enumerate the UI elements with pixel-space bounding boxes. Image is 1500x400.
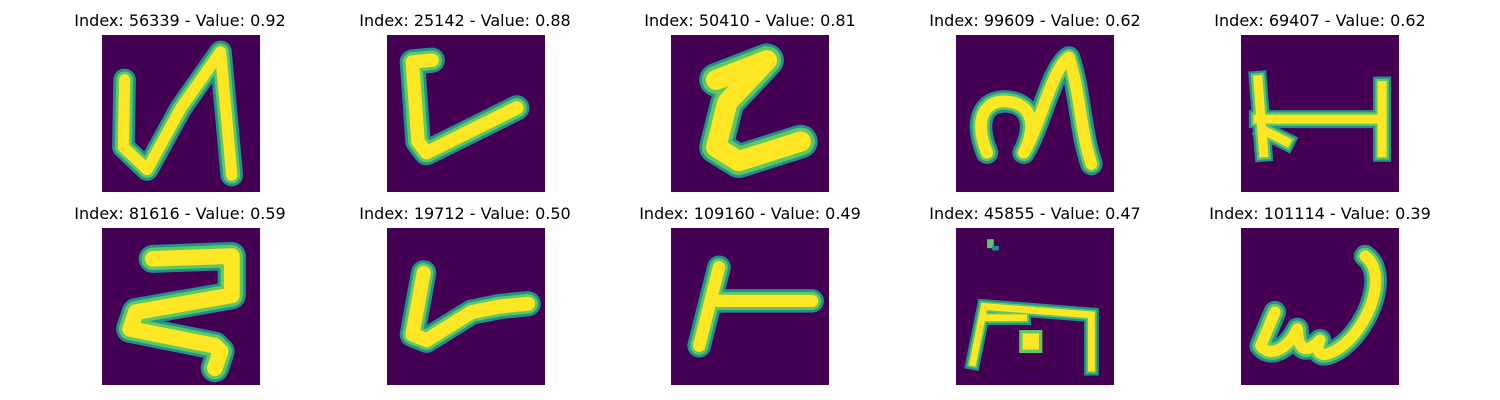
panel-title: Index: 25142 - Value: 0.88	[359, 11, 571, 30]
panel-image-l-shape	[387, 35, 545, 192]
panel-title: Index: 109160 - Value: 0.49	[639, 204, 861, 223]
panel-title: Index: 19712 - Value: 0.50	[359, 204, 571, 223]
panel-image-t-like-shape	[671, 228, 829, 385]
panel-image-h-bar-shape	[1241, 35, 1399, 192]
panel-title: Index: 99609 - Value: 0.62	[929, 11, 1141, 30]
panel-image-omega-shape	[1241, 228, 1399, 385]
panel-image-box-with-dot-shape	[956, 228, 1114, 385]
panel-title: Index: 81616 - Value: 0.59	[74, 204, 286, 223]
panel-image-check-shape	[387, 228, 545, 385]
panel-title: Index: 69407 - Value: 0.62	[1214, 11, 1426, 30]
panel-image-n-shape	[102, 35, 260, 192]
panel-title: Index: 50410 - Value: 0.81	[644, 11, 856, 30]
panel-image-z-like-shape	[671, 35, 829, 192]
panel-title: Index: 101114 - Value: 0.39	[1209, 204, 1431, 223]
panel-image-script-n-shape	[956, 35, 1114, 192]
panel-title: Index: 45855 - Value: 0.47	[929, 204, 1141, 223]
panel-image-reversed-z-shape	[102, 228, 260, 385]
panel-title: Index: 56339 - Value: 0.92	[74, 11, 286, 30]
